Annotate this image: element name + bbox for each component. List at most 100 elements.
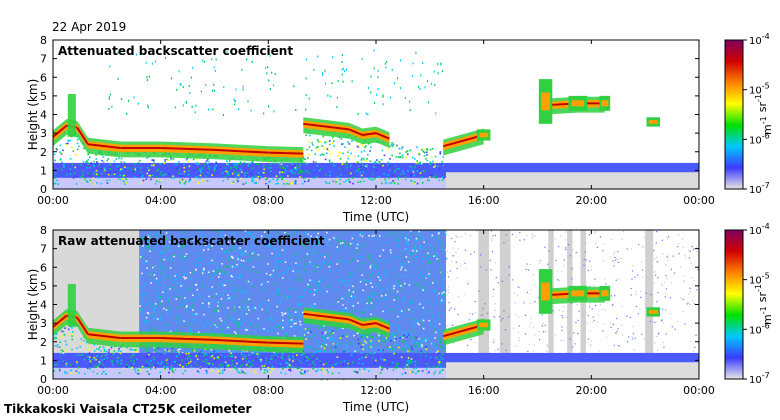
noise-pixel: [457, 236, 460, 239]
noise-pixel: [413, 245, 415, 247]
noise-pixel: [617, 251, 619, 253]
aerosol-pixel: [393, 334, 395, 337]
aerosol-pixel: [397, 156, 400, 158]
aerosol-pixel: [344, 146, 346, 149]
noise-pixel: [283, 272, 285, 274]
noise-pixel: [393, 336, 396, 338]
aerosol-pixel: [251, 176, 253, 179]
sparse-echo: [195, 104, 197, 107]
aerosol-pixel: [238, 172, 240, 174]
noise-pixel: [513, 292, 515, 295]
aerosol-pixel: [304, 372, 306, 375]
y-axis-label: Height (km): [26, 269, 40, 340]
aerosol-pixel: [370, 346, 372, 348]
colorbar-tick-exponent: -4: [762, 32, 770, 41]
aerosol-pixel: [124, 183, 126, 185]
aerosol-pixel: [116, 360, 119, 362]
aerosol-pixel: [422, 150, 425, 153]
noise-pixel: [301, 278, 303, 281]
aerosol-pixel: [290, 181, 293, 184]
noise-pixel: [169, 249, 171, 252]
aerosol-pixel: [434, 347, 437, 349]
aerosol-pixel: [434, 155, 437, 158]
noise-pixel: [282, 319, 284, 322]
noise-pixel: [369, 274, 372, 277]
noise-pixel: [161, 279, 164, 281]
aerosol-pixel: [342, 152, 344, 155]
aerosol-pixel: [424, 170, 427, 172]
noise-pixel: [544, 324, 546, 326]
cloud-base-line: [362, 132, 377, 136]
noise-pixel: [336, 337, 339, 340]
sparse-echo: [108, 95, 110, 98]
aerosol-pixel: [379, 366, 381, 369]
noise-pixel: [277, 290, 279, 292]
noise-pixel: [223, 271, 225, 274]
noise-pixel: [438, 323, 441, 325]
sparse-echo: [330, 95, 332, 98]
noise-pixel: [175, 321, 178, 324]
aerosol-pixel: [357, 342, 360, 345]
aerosol-pixel: [414, 360, 417, 363]
aerosol-pixel: [303, 180, 306, 183]
noise-pixel: [299, 304, 301, 306]
aerosol-pixel: [382, 164, 384, 167]
noise-pixel: [151, 326, 153, 328]
noise-pixel: [216, 305, 219, 307]
noise-pixel: [162, 291, 164, 293]
aerosol-pixel: [259, 175, 262, 178]
noise-pixel: [297, 335, 300, 338]
noise-pixel: [417, 268, 420, 270]
noise-pixel: [408, 253, 411, 256]
sparse-echo: [247, 100, 249, 103]
aerosol-pixel: [105, 350, 108, 353]
noise-pixel: [288, 233, 291, 235]
noise-pixel: [596, 246, 598, 248]
aerosol-pixel: [226, 365, 228, 368]
noise-pixel: [356, 244, 358, 247]
sparse-echo: [250, 109, 252, 112]
aerosol-pixel: [329, 174, 331, 177]
noise-pixel: [470, 253, 472, 255]
sparse-echo: [111, 105, 113, 108]
aerosol-pixel: [153, 164, 155, 166]
sparse-echo: [324, 82, 327, 85]
aerosol-pixel: [63, 333, 66, 336]
noise-pixel: [151, 266, 154, 269]
noise-pixel: [288, 296, 290, 298]
aerosol-pixel: [289, 170, 292, 172]
noise-pixel: [195, 325, 197, 327]
noise-pixel: [426, 275, 429, 277]
aerosol-pixel: [141, 365, 144, 368]
noise-pixel: [657, 291, 659, 294]
aerosol-pixel: [65, 343, 68, 346]
noise-pixel: [238, 306, 241, 308]
noise-pixel: [237, 326, 240, 328]
noise-pixel: [248, 298, 250, 300]
aerosol-pixel: [296, 167, 299, 169]
aerosol-pixel: [249, 162, 251, 164]
noise-pixel: [299, 320, 301, 323]
aerosol-pixel: [371, 179, 374, 181]
noise-pixel: [356, 251, 358, 254]
aerosol-pixel: [390, 339, 392, 341]
aerosol-pixel: [357, 181, 360, 183]
aerosol-pixel: [134, 170, 137, 173]
noise-pixel: [683, 280, 685, 282]
noise-pixel: [159, 259, 162, 261]
noise-pixel: [448, 302, 450, 304]
noise-pixel: [186, 310, 188, 313]
noise-pixel: [157, 296, 160, 299]
aerosol-pixel: [108, 349, 111, 351]
noise-pixel: [373, 234, 375, 237]
noise-pixel: [180, 325, 183, 328]
noise-pixel: [514, 302, 516, 304]
noise-pixel: [320, 290, 323, 292]
noise-pixel: [500, 319, 502, 321]
noise-pixel: [244, 250, 247, 253]
aerosol-pixel: [234, 365, 237, 368]
aerosol-pixel: [258, 358, 261, 361]
aerosol-pixel: [199, 352, 201, 355]
aerosol-pixel: [72, 330, 74, 333]
noise-pixel: [446, 250, 448, 252]
